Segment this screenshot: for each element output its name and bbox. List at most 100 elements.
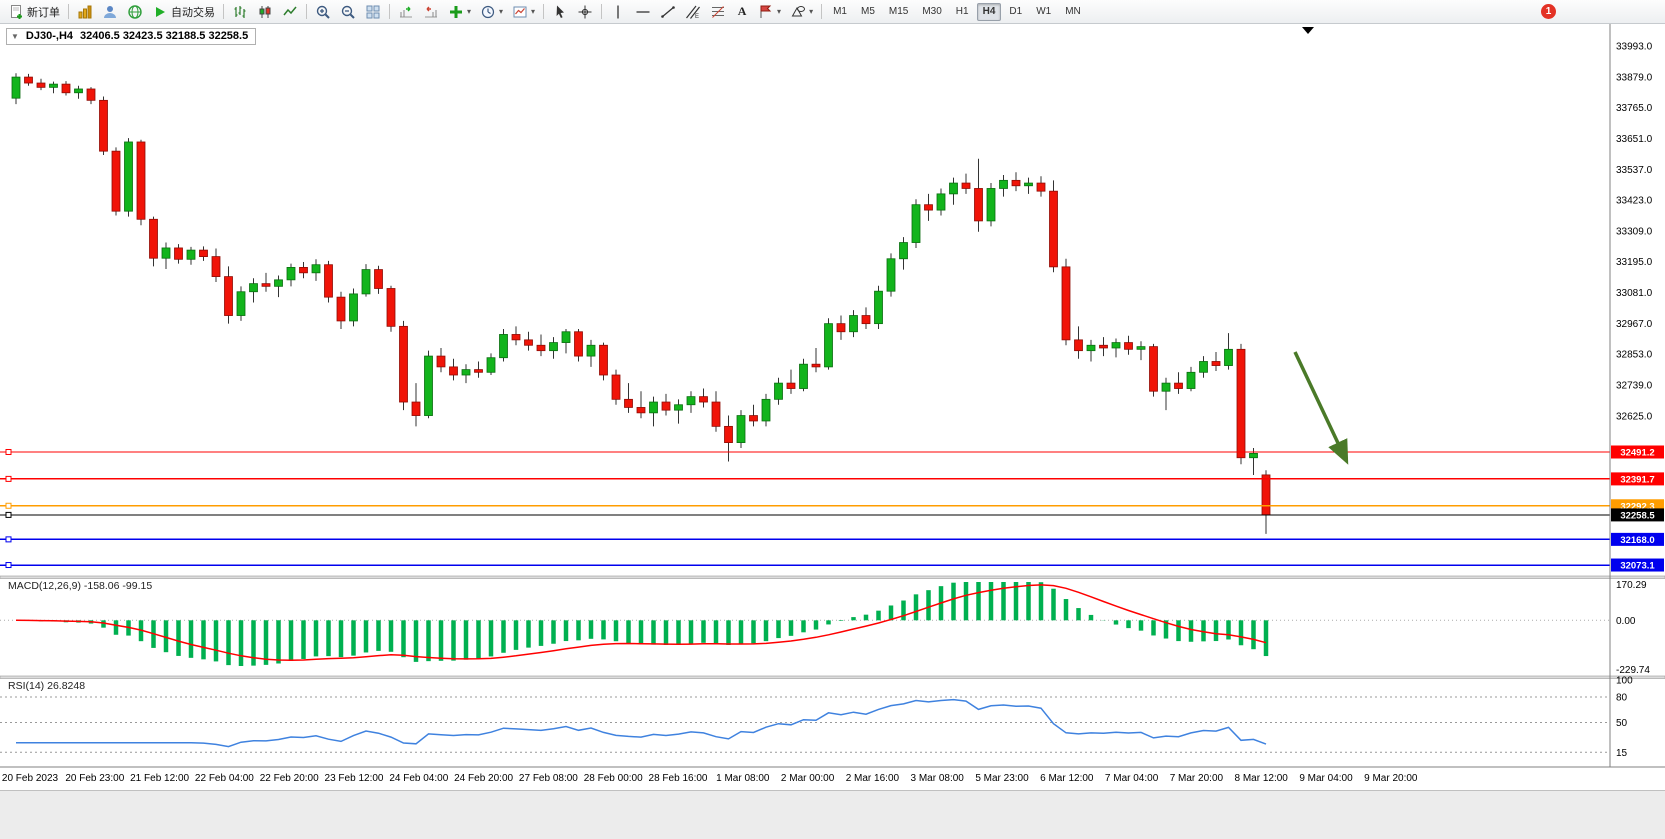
arrow-objects-button[interactable]: ▾ [754, 2, 785, 22]
tile-windows-icon [366, 5, 380, 18]
timeframe-h1-button[interactable]: H1 [950, 3, 975, 21]
macd-indicator-label: MACD(12,26,9) -158.06 -99.15 [8, 580, 152, 592]
svg-text:2 Mar 16:00: 2 Mar 16:00 [846, 773, 900, 784]
dropdown-caret-icon: ▾ [531, 6, 536, 16]
clock-icon [481, 5, 495, 18]
timeframe-mn-button[interactable]: MN [1059, 3, 1087, 21]
svg-text:6 Mar 12:00: 6 Mar 12:00 [1040, 773, 1094, 784]
svg-text:32739.0: 32739.0 [1616, 381, 1653, 392]
svg-text:33081.0: 33081.0 [1616, 288, 1653, 299]
add-indicator-icon [450, 5, 462, 18]
svg-text:32168.0: 32168.0 [1620, 535, 1654, 546]
timeframe-m15-button[interactable]: M15 [883, 3, 914, 21]
horizontal-line-tool-button[interactable] [631, 2, 655, 22]
svg-text:0.00: 0.00 [1616, 616, 1636, 627]
arrow-objects-icon [760, 5, 772, 18]
channel-tool-button[interactable]: E [681, 2, 705, 22]
timeframe-h4-button[interactable]: H4 [976, 2, 1002, 21]
chart-canvas[interactable]: 33993.0 33879.0 33765.0 33651.0 33537.0 33423… [0, 24, 1665, 790]
svg-text:15: 15 [1616, 748, 1628, 759]
toolbar-separator [306, 4, 307, 19]
timeframe-m30-button[interactable]: M30 [916, 3, 947, 21]
play-icon [156, 6, 165, 17]
toolbar: 新订单 自动交易 ▾ ▾ [0, 0, 1665, 24]
toolbar-separator [601, 4, 603, 19]
svg-text:20 Feb 2023: 20 Feb 2023 [2, 773, 59, 784]
shapes-icon [791, 5, 806, 16]
equidistant-channel-icon: E [686, 5, 701, 20]
bar-chart-button[interactable] [228, 2, 252, 22]
svg-text:28 Feb 00:00: 28 Feb 00:00 [584, 773, 643, 784]
svg-text:33423.0: 33423.0 [1616, 196, 1653, 207]
svg-text:33651.0: 33651.0 [1616, 134, 1653, 145]
svg-text:80: 80 [1616, 693, 1628, 704]
shapes-button[interactable]: ▾ [786, 2, 817, 22]
notifications-badge[interactable]: 1 [1541, 4, 1556, 19]
chart-area: 33993.0 33879.0 33765.0 33651.0 33537.0 33423… [0, 24, 1665, 790]
fibonacci-icon [712, 5, 725, 18]
accounts-button[interactable] [98, 2, 122, 22]
svg-text:24 Feb 20:00: 24 Feb 20:00 [454, 773, 513, 784]
fibonacci-tool-button[interactable] [706, 2, 730, 22]
svg-text:-229.74: -229.74 [1616, 665, 1650, 676]
svg-text:20 Feb 23:00: 20 Feb 23:00 [65, 773, 124, 784]
svg-text:33309.0: 33309.0 [1616, 226, 1653, 237]
text-tool-button[interactable]: A [731, 2, 753, 22]
gold-chart-icon [78, 5, 92, 18]
svg-text:50: 50 [1616, 718, 1628, 729]
ohlc-bars-icon [234, 5, 246, 18]
symbol-period-label: DJ30-,H4 [25, 30, 73, 42]
timeframe-m5-button[interactable]: M5 [855, 3, 881, 21]
svg-text:8 Mar 12:00: 8 Mar 12:00 [1235, 773, 1289, 784]
vertical-line-tool-button[interactable] [606, 2, 630, 22]
chart-shift-button[interactable] [419, 2, 443, 22]
zoom-out-button[interactable] [336, 2, 360, 22]
svg-text:23 Feb 12:00: 23 Feb 12:00 [325, 773, 384, 784]
line-chart-icon [283, 6, 297, 15]
svg-text:24 Feb 04:00: 24 Feb 04:00 [389, 773, 448, 784]
crosshair-button[interactable] [573, 2, 597, 22]
zoom-in-button[interactable] [311, 2, 335, 22]
svg-text:100: 100 [1616, 676, 1633, 687]
charts-profile-button[interactable] [73, 2, 97, 22]
chart-shift-icon [425, 6, 437, 17]
svg-text:32625.0: 32625.0 [1616, 411, 1653, 422]
svg-text:5 Mar 23:00: 5 Mar 23:00 [975, 773, 1029, 784]
dropdown-caret-icon: ▾ [809, 6, 814, 16]
zoom-out-icon [341, 5, 355, 19]
svg-text:32391.7: 32391.7 [1620, 474, 1654, 485]
rsi-name: RSI(14) [8, 680, 45, 692]
timeframe-m1-button[interactable]: M1 [827, 3, 853, 21]
cursor-icon [556, 5, 565, 18]
svg-text:7 Mar 20:00: 7 Mar 20:00 [1170, 773, 1224, 784]
svg-text:32967.0: 32967.0 [1616, 319, 1653, 330]
web-community-button[interactable] [123, 2, 147, 22]
svg-text:9 Mar 04:00: 9 Mar 04:00 [1299, 773, 1353, 784]
autotrading-button[interactable]: 自动交易 [148, 2, 219, 22]
auto-scroll-button[interactable] [394, 2, 418, 22]
text-tool-icon: A [737, 4, 747, 18]
svg-text:33765.0: 33765.0 [1616, 103, 1653, 114]
chart-title-box[interactable]: ▼ DJ30-,H4 32406.5 32423.5 32188.5 32258… [6, 28, 257, 45]
periods-button[interactable]: ▾ [476, 2, 507, 22]
candlestick-icon [259, 5, 271, 18]
indicators-button[interactable]: ▾ [444, 2, 475, 22]
line-chart-button[interactable] [278, 2, 302, 22]
svg-text:E: E [695, 14, 699, 20]
timeframe-w1-button[interactable]: W1 [1030, 3, 1057, 21]
toolbar-separator [68, 4, 69, 19]
candlestick-chart-button[interactable] [253, 2, 277, 22]
expand-ohlc-icon[interactable]: ▼ [11, 31, 19, 41]
svg-text:32853.0: 32853.0 [1616, 350, 1653, 361]
cursor-button[interactable] [548, 2, 572, 22]
timeframe-d1-button[interactable]: D1 [1003, 3, 1028, 21]
svg-text:22 Feb 04:00: 22 Feb 04:00 [195, 773, 254, 784]
toolbar-separator [543, 4, 545, 19]
macd-values: -158.06 -99.15 [83, 580, 153, 592]
templates-button[interactable]: ▾ [508, 2, 539, 22]
trendline-tool-button[interactable] [656, 2, 680, 22]
svg-text:1 Mar 08:00: 1 Mar 08:00 [716, 773, 770, 784]
new-order-button[interactable]: 新订单 [4, 2, 64, 22]
svg-text:7 Mar 04:00: 7 Mar 04:00 [1105, 773, 1159, 784]
tile-windows-button[interactable] [361, 2, 385, 22]
